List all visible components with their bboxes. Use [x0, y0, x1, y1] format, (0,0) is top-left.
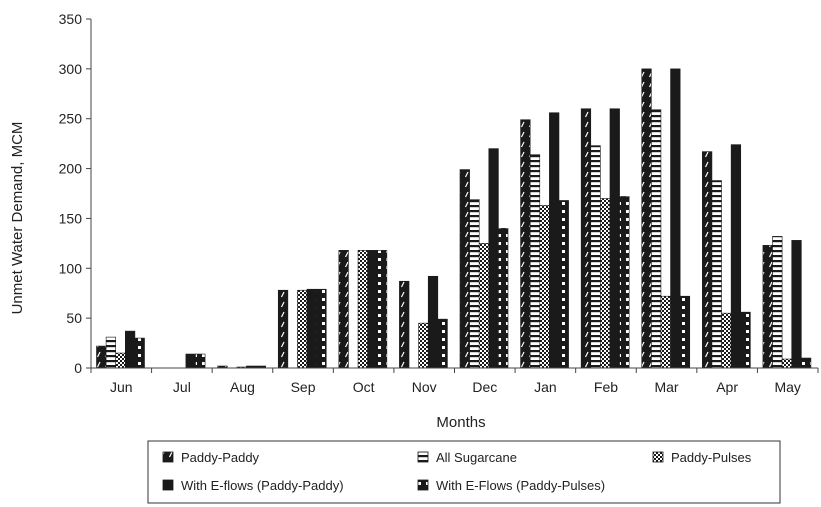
bar-jun-series-5: [134, 337, 145, 369]
bar-jun-series-3: [115, 352, 126, 369]
bar-nov-series-4: [427, 275, 439, 369]
bar-feb-series-4: [609, 108, 620, 369]
bar-jul-series-4: [185, 353, 196, 369]
bar-dec-series-5: [498, 228, 509, 369]
bar-oct-series-3: [357, 250, 368, 369]
bar-dec-series-4: [488, 148, 499, 369]
bar-apr-series-4: [730, 144, 742, 369]
bar-may-series-1: [762, 245, 773, 369]
legend-label: All Sugarcane: [436, 450, 517, 465]
bar-sep-series-1: [277, 289, 289, 369]
bar-mar-series-4: [670, 68, 681, 369]
y-tick-label: 250: [59, 111, 83, 127]
bar-feb-series-1: [580, 108, 592, 369]
x-axis-title: Months: [436, 414, 485, 431]
bar-jun-series-4: [125, 330, 136, 369]
y-axis-title: Unmet Water Demand, MCM: [9, 122, 26, 315]
y-tick-label: 200: [59, 161, 83, 177]
x-axis-ticks: Jun Jul Aug Sep Oct Nov Dec Jan Feb Mar Apr May: [90, 368, 819, 395]
bar-apr-series-5: [740, 311, 751, 369]
y-tick-label: 350: [59, 11, 83, 27]
x-tick-label: Feb: [594, 379, 618, 395]
legend-label: With E-Flows (Paddy-Pulses): [436, 478, 605, 493]
bar-dec-series-3: [478, 243, 490, 369]
y-tick-label: 300: [59, 61, 83, 77]
bar-jan-series-4: [549, 112, 560, 369]
bar-mar-series-2: [651, 109, 662, 369]
x-tick-label: May: [774, 379, 800, 395]
x-tick-label: Jun: [110, 379, 133, 395]
legend-swatch: [652, 451, 664, 463]
bar-jun-series-2: [105, 336, 116, 369]
bar-sep-series-3: [297, 289, 308, 369]
bars: [96, 68, 812, 369]
bar-apr-series-3: [721, 312, 732, 369]
bar-feb-series-2: [590, 145, 601, 369]
bar-jan-series-3: [539, 205, 550, 369]
bar-jun-series-1: [96, 345, 107, 369]
bar-may-series-3: [781, 358, 793, 369]
y-tick-label: 50: [66, 310, 82, 326]
bar-may-series-5: [801, 357, 812, 369]
bar-nov-series-5: [437, 318, 448, 369]
bar-oct-series-5: [376, 250, 388, 369]
x-tick-label: Oct: [353, 379, 375, 395]
bar-apr-series-2: [711, 180, 722, 369]
bar-sep-series-5: [316, 288, 327, 369]
legend-swatch: [162, 479, 174, 491]
x-tick-label: Aug: [230, 379, 255, 395]
x-tick-label: Nov: [412, 379, 437, 395]
y-axis-ticks: 0 50 100 150 200 250 300 350: [59, 11, 91, 376]
bar-feb-series-5: [619, 196, 630, 369]
y-tick-label: 150: [59, 210, 83, 226]
legend-box: [147, 440, 781, 504]
bar-mar-series-5: [679, 295, 691, 369]
bar-oct-series-1: [338, 250, 349, 369]
legend-label: With E-flows (Paddy-Paddy): [181, 478, 344, 493]
bar-nov-series-1: [399, 280, 410, 369]
bar-sep-series-4: [306, 288, 317, 369]
x-tick-label: Sep: [291, 379, 316, 395]
y-tick-label: 0: [74, 360, 82, 376]
bar-dec-series-2: [469, 199, 480, 369]
bar-may-series-4: [791, 240, 802, 369]
y-tick-label: 100: [59, 260, 83, 276]
legend-swatch: [162, 451, 174, 463]
legend-swatch: [417, 479, 429, 491]
x-tick-label: Jul: [173, 379, 191, 395]
bar-may-series-2: [772, 236, 783, 369]
x-tick-label: Apr: [716, 379, 738, 395]
x-tick-label: Jan: [534, 379, 557, 395]
bar-oct-series-4: [367, 250, 378, 369]
bar-mar-series-3: [660, 295, 671, 369]
legend-label: Paddy-Pulses: [671, 450, 752, 465]
bar-jan-series-5: [558, 200, 569, 369]
bar-nov-series-3: [418, 322, 429, 369]
legend-swatch: [417, 451, 429, 463]
x-tick-label: Dec: [472, 379, 497, 395]
legend: Paddy-Paddy All Sugarcane Paddy-Pulses With…: [147, 440, 781, 504]
x-tick-label: Mar: [654, 379, 678, 395]
bar-dec-series-1: [459, 169, 470, 369]
legend-label: Paddy-Paddy: [181, 450, 260, 465]
bar-feb-series-3: [600, 198, 611, 369]
bar-jul-series-5: [195, 353, 206, 369]
bar-jan-series-2: [529, 154, 541, 369]
bar-apr-series-1: [702, 151, 713, 369]
bar-mar-series-1: [641, 68, 652, 369]
bar-jan-series-1: [520, 119, 531, 369]
